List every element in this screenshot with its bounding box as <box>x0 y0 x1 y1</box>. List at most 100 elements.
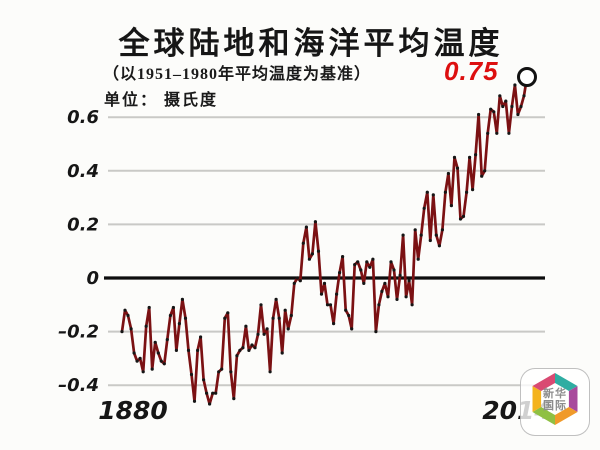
data-point-marker <box>492 110 496 114</box>
peak-annotation: 0.75 <box>444 56 499 86</box>
data-point-marker <box>389 260 393 264</box>
data-point-marker <box>120 330 124 334</box>
data-point-marker <box>449 204 453 208</box>
data-point-marker <box>241 346 245 350</box>
data-point-marker <box>138 356 142 360</box>
logo-ring-segment <box>568 386 578 412</box>
y-tick-label: 0.4 <box>67 161 99 182</box>
data-point-marker <box>371 257 375 261</box>
data-point-marker <box>332 322 336 326</box>
data-point-marker <box>477 112 481 117</box>
data-point-marker <box>174 348 178 352</box>
data-point-marker <box>298 279 302 283</box>
logo-text-line2: 国际 <box>543 400 567 412</box>
data-point-marker <box>274 297 278 301</box>
data-point-marker <box>126 313 130 318</box>
chart-title: 全球陆地和海洋平均温度 <box>118 26 504 61</box>
data-point-marker <box>283 308 287 312</box>
logo-text: 新华 国际 <box>521 369 589 431</box>
logo-ring-segment <box>532 373 555 391</box>
data-point-marker <box>368 265 372 269</box>
data-point-marker <box>289 313 293 318</box>
y-tick-label: 0.6 <box>67 107 99 128</box>
logo-text-line1: 新华 <box>543 387 567 400</box>
data-point-marker <box>226 311 230 315</box>
data-point-marker <box>374 330 378 334</box>
data-point-marker <box>350 327 354 331</box>
data-point-marker <box>338 271 342 275</box>
data-point-marker <box>377 303 381 307</box>
data-point-marker <box>196 348 200 352</box>
data-point-marker <box>362 281 366 285</box>
data-point-marker <box>344 308 348 312</box>
data-point-marker <box>159 359 163 363</box>
xinhua-logo: 新华 国际 <box>520 368 590 436</box>
data-point-marker <box>443 190 447 194</box>
data-point-marker <box>211 391 215 395</box>
data-point-marker <box>132 351 136 355</box>
logo-ring-segment <box>532 407 555 425</box>
chart-subtitle: （以1951–1980年平均温度为基准） <box>103 66 372 83</box>
data-point-marker <box>504 99 508 103</box>
data-point-marker <box>471 188 475 192</box>
data-point-marker <box>153 340 157 344</box>
data-point-marker <box>316 249 321 253</box>
data-point-marker <box>434 233 438 237</box>
data-point-marker <box>129 327 133 331</box>
data-point-marker <box>353 263 357 267</box>
data-point-marker <box>486 131 490 135</box>
data-point-marker <box>301 241 305 245</box>
data-point-marker <box>392 268 396 272</box>
data-point-marker <box>341 255 345 259</box>
data-point-marker <box>220 367 224 371</box>
data-point-marker <box>498 94 502 98</box>
data-point-marker <box>232 397 236 401</box>
data-point-marker <box>513 83 517 87</box>
data-point-marker <box>468 155 472 159</box>
data-point-marker <box>208 402 212 406</box>
data-point-marker <box>135 359 139 363</box>
data-point-marker <box>304 225 308 229</box>
data-point-marker <box>171 305 175 310</box>
data-point-marker <box>458 217 463 221</box>
data-point-marker <box>359 268 363 272</box>
data-point-marker <box>205 391 209 395</box>
data-point-marker <box>271 316 275 320</box>
data-point-marker <box>401 233 405 237</box>
data-point-marker <box>223 316 227 320</box>
y-tick-label: 0 <box>86 268 99 289</box>
data-point-marker <box>495 131 499 135</box>
data-point-marker <box>474 153 478 157</box>
data-point-marker <box>168 313 172 318</box>
data-point-marker <box>123 308 127 312</box>
data-point-marker <box>259 303 263 307</box>
data-point-marker <box>277 316 281 320</box>
y-tick-label: –0.4 <box>58 375 99 396</box>
logo-ring-segment <box>555 407 578 425</box>
data-point-marker <box>407 279 411 283</box>
logo-ring-segment <box>555 373 578 391</box>
data-point-marker <box>440 228 444 232</box>
data-point-marker <box>383 281 387 285</box>
data-point-marker <box>461 214 466 218</box>
data-point-marker <box>150 367 154 371</box>
data-point-marker <box>319 292 324 296</box>
data-point-marker <box>156 351 160 355</box>
data-point-marker <box>322 281 327 285</box>
endpoint-circle-marker <box>517 67 537 87</box>
data-point-marker <box>519 104 523 109</box>
data-point-marker <box>356 260 360 264</box>
data-point-marker <box>247 348 251 352</box>
data-point-marker <box>186 348 191 352</box>
data-point-marker <box>335 292 339 296</box>
data-point-marker <box>483 169 487 173</box>
data-point-marker <box>455 166 460 170</box>
logo-hexagon-ring-icon <box>532 373 578 425</box>
data-point-marker <box>380 289 384 293</box>
data-point-marker <box>480 174 484 178</box>
data-point-marker <box>307 257 311 261</box>
data-point-marker <box>183 316 188 320</box>
x-tick-label-start: 1880 <box>98 396 168 425</box>
data-point-marker <box>325 303 330 307</box>
